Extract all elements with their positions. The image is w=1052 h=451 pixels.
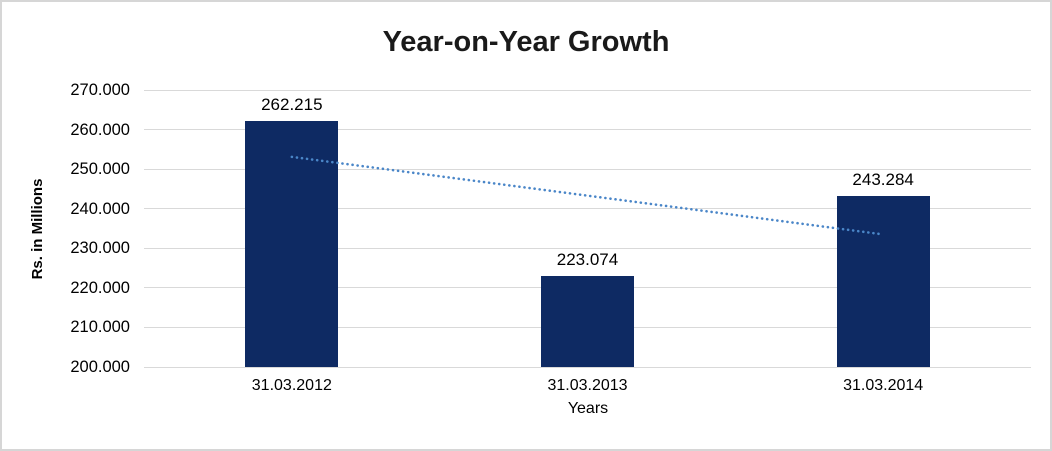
gridline xyxy=(144,366,1031,368)
bar xyxy=(541,275,634,367)
bar-value-label: 243.284 xyxy=(852,169,914,189)
x-tick-label: 31.03.2012 xyxy=(251,377,332,394)
bar xyxy=(245,120,339,367)
y-tick-label: 270.000 xyxy=(70,81,130,99)
y-tick-label: 240.000 xyxy=(70,199,130,218)
y-tick-label: 260.000 xyxy=(70,120,130,139)
y-tick-label: 210.000 xyxy=(70,318,130,337)
x-axis-title: Years xyxy=(567,400,609,417)
bar xyxy=(836,195,930,367)
gridline xyxy=(144,89,1031,91)
bar-value-label: 262.215 xyxy=(261,94,323,114)
y-tick-label: 220.000 xyxy=(70,278,130,297)
gridline xyxy=(144,129,1031,131)
y-tick-label: 250.000 xyxy=(70,160,130,179)
x-tick-label: 31.03.2013 xyxy=(547,377,628,394)
gridline xyxy=(144,247,1031,249)
y-tick-label: 230.000 xyxy=(70,239,130,258)
x-tick-label: 31.03.2014 xyxy=(843,377,924,394)
y-tick-label: 200.000 xyxy=(70,358,130,376)
chart-title: Year-on-Year Growth xyxy=(382,26,670,58)
bar-value-label: 223.074 xyxy=(556,249,619,269)
